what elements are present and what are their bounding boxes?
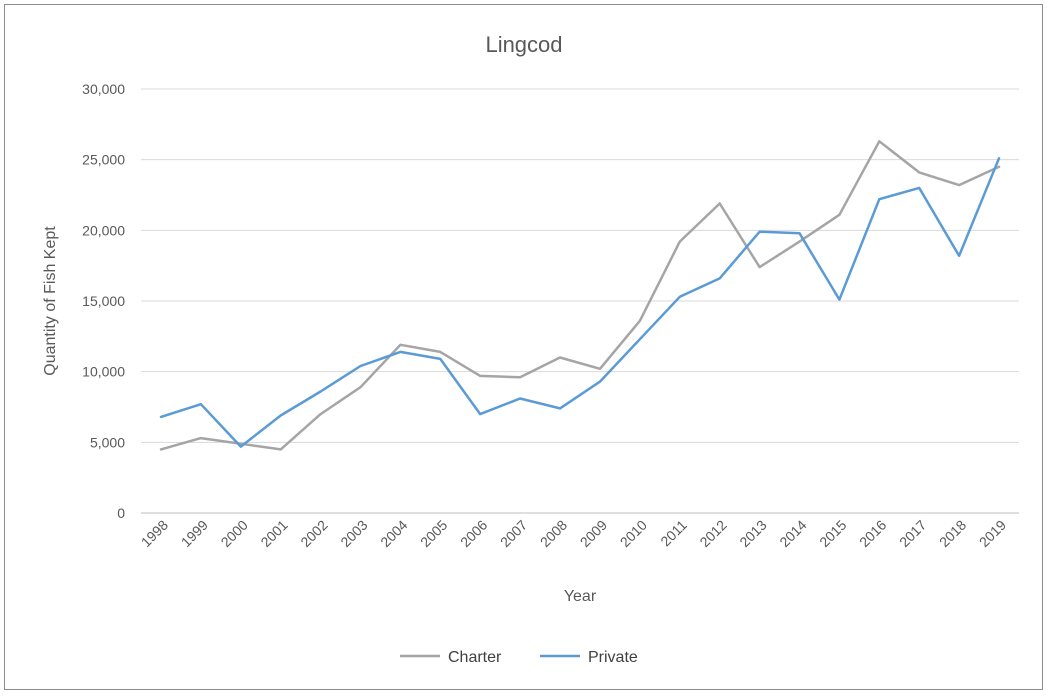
- series-lines: [159, 140, 1001, 451]
- x-tick-label: 2007: [497, 517, 530, 550]
- y-tick-label: 25,000: [82, 152, 125, 168]
- x-tick-label: 2013: [736, 517, 769, 550]
- x-tick-label: 2003: [337, 517, 370, 550]
- y-tick-label: 30,000: [82, 81, 125, 97]
- chart-frame: [4, 4, 1043, 690]
- chart-title: Lingcod: [485, 32, 562, 57]
- legend-item-charter: Charter: [400, 649, 502, 666]
- x-tick-label: 2014: [776, 517, 809, 550]
- legend-item-private: Private: [540, 649, 638, 666]
- series-line-charter: [159, 140, 1001, 451]
- legend: Charter Private: [400, 649, 638, 666]
- x-tick-label: 2006: [457, 517, 490, 550]
- x-axis-title: Year: [564, 588, 597, 605]
- x-tick-label: 2010: [617, 517, 650, 550]
- x-tick-label: 2018: [936, 517, 969, 550]
- y-axis-title: Quantity of Fish Kept: [42, 226, 59, 376]
- y-tick-label: 5,000: [90, 434, 125, 450]
- x-tick-label: 2019: [976, 517, 1009, 550]
- x-tick-labels: 1998 1999 2000 2001 2002 2003 2004 2005 2006 2007…: [138, 517, 1010, 550]
- x-tick-label: 2012: [696, 517, 729, 550]
- x-tick-label: 2001: [257, 517, 290, 550]
- x-tick-label: 2002: [297, 517, 330, 550]
- x-tick-label: 1998: [138, 517, 171, 550]
- x-tick-label: 2005: [417, 517, 450, 550]
- x-tick-label: 2004: [377, 517, 410, 550]
- x-tick-label: 2000: [218, 517, 251, 550]
- y-tick-label: 0: [117, 505, 125, 521]
- x-tick-label: 1999: [178, 517, 211, 550]
- y-tick-label: 15,000: [82, 293, 125, 309]
- x-tick-label: 2011: [657, 517, 690, 550]
- x-tick-label: 2017: [896, 517, 929, 550]
- legend-label: Charter: [448, 649, 502, 666]
- y-tick-labels: 0 5,000 10,000 15,000 20,000 25,000 30,000: [82, 81, 125, 521]
- x-tick-label: 2009: [577, 517, 610, 550]
- x-tick-label: 2016: [856, 517, 889, 550]
- y-tick-label: 10,000: [82, 364, 125, 380]
- y-tick-label: 20,000: [82, 222, 125, 238]
- x-tick-label: 2008: [537, 517, 570, 550]
- series-line-private: [159, 157, 1001, 448]
- legend-label: Private: [588, 649, 638, 666]
- x-tick-label: 2015: [816, 517, 849, 550]
